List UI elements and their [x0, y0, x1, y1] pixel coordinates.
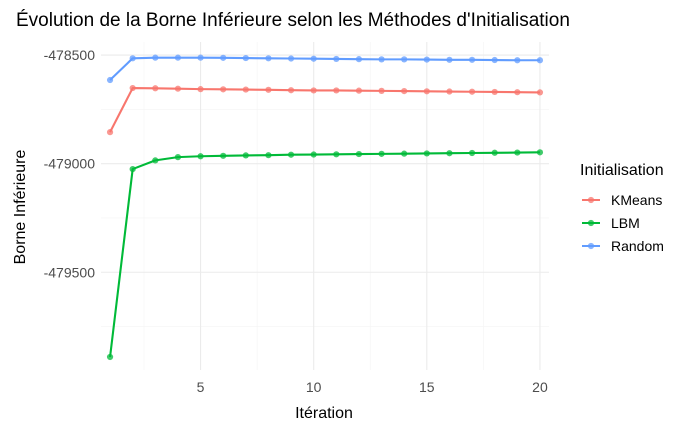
data-point-lbm: [265, 152, 272, 159]
data-point-kmeans: [536, 89, 544, 96]
data-point-lbm: [514, 149, 521, 156]
legend-item-lbm: LBM: [582, 215, 640, 231]
data-point-lbm: [152, 157, 159, 164]
data-point-random: [446, 56, 453, 63]
data-point-kmeans: [378, 87, 385, 94]
data-point-kmeans: [129, 84, 136, 92]
data-point-random: [265, 55, 272, 62]
data-point-kmeans: [265, 86, 272, 93]
data-point-lbm: [491, 149, 498, 156]
data-point-random: [514, 57, 521, 64]
data-point-kmeans: [491, 88, 498, 96]
data-point-lbm: [401, 150, 408, 157]
data-point-lbm: [197, 153, 204, 160]
data-point-lbm: [129, 165, 136, 173]
series-line-random: [109, 56, 540, 81]
data-point-random: [197, 54, 204, 61]
series-random: [106, 54, 544, 84]
data-point-kmeans: [355, 87, 363, 94]
series-line-kmeans: [109, 87, 540, 133]
data-point-lbm: [468, 149, 476, 157]
data-point-random: [242, 54, 249, 62]
data-point-lbm: [242, 152, 249, 159]
series-lbm: [106, 149, 544, 361]
x-tick-label: 10: [306, 379, 322, 395]
data-point-kmeans: [174, 85, 182, 92]
data-point-lbm: [536, 149, 544, 156]
data-point-kmeans: [152, 85, 159, 92]
legend-label: LBM: [611, 215, 640, 231]
legend-item-kmeans: KMeans: [582, 192, 662, 208]
x-tick-label: 15: [419, 379, 435, 395]
data-point-random: [536, 57, 544, 64]
data-point-random: [129, 55, 136, 62]
y-tick-label: -479500: [44, 264, 96, 280]
data-point-kmeans: [197, 86, 204, 93]
data-point-kmeans: [333, 87, 340, 94]
data-point-random: [423, 56, 430, 63]
data-point-random: [106, 76, 114, 84]
legend-key-point: [587, 242, 595, 250]
legend-item-random: Random: [582, 238, 664, 254]
data-point-lbm: [310, 151, 317, 158]
tick-labels: 5 10 15 20 -478500 -479000 -479500: [44, 47, 548, 395]
data-point-random: [287, 55, 295, 62]
series-layer: [106, 54, 544, 361]
data-point-kmeans: [514, 89, 521, 96]
data-point-lbm: [446, 150, 453, 157]
data-point-random: [401, 56, 408, 63]
x-tick-label: 20: [532, 379, 548, 395]
chart-title: Évolution de la Borne Inférieure selon l…: [16, 10, 570, 31]
data-point-random: [174, 54, 182, 61]
legend-key-point: [587, 219, 595, 227]
data-point-kmeans: [287, 87, 295, 94]
data-point-random: [491, 56, 498, 64]
data-point-kmeans: [423, 88, 430, 95]
data-point-kmeans: [220, 86, 227, 93]
grid: [101, 42, 549, 370]
legend-label: Random: [611, 238, 664, 254]
data-point-random: [468, 56, 476, 63]
y-tick-label: -478500: [44, 47, 96, 63]
legend-key-point: [587, 196, 595, 204]
data-point-kmeans: [310, 87, 317, 94]
series-line-lbm: [109, 151, 540, 358]
data-point-lbm: [378, 150, 385, 157]
data-point-random: [152, 54, 159, 61]
data-point-random: [220, 54, 227, 61]
data-point-lbm: [423, 150, 430, 157]
data-point-random: [333, 55, 340, 63]
data-point-lbm: [174, 154, 182, 161]
data-point-kmeans: [242, 86, 249, 93]
x-axis-title: Itération: [295, 405, 353, 422]
y-axis-title: Borne Inférieure: [12, 150, 29, 265]
data-point-kmeans: [446, 88, 453, 95]
x-tick-label: 5: [197, 379, 205, 395]
y-tick-label: -479000: [44, 156, 96, 172]
data-point-lbm: [220, 152, 227, 159]
legend: Initialisation KMeans LBM Random: [580, 162, 664, 254]
data-point-random: [310, 55, 317, 62]
data-point-lbm: [355, 150, 363, 158]
data-point-lbm: [333, 151, 340, 158]
data-point-kmeans: [401, 87, 408, 95]
series-kmeans: [106, 84, 544, 136]
data-point-lbm: [287, 151, 295, 158]
data-point-lbm: [106, 353, 114, 361]
data-point-kmeans: [106, 129, 114, 136]
data-point-kmeans: [468, 88, 476, 95]
data-point-random: [355, 56, 363, 63]
data-point-random: [378, 56, 385, 63]
legend-label: KMeans: [611, 192, 662, 208]
legend-title: Initialisation: [580, 162, 664, 179]
